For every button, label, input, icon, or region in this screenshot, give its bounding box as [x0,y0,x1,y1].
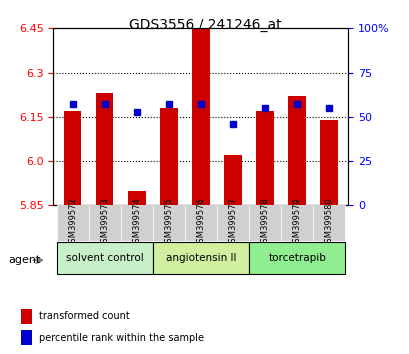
Bar [20,330,31,345]
Text: GSM399580: GSM399580 [324,198,333,249]
Text: percentile rank within the sample: percentile rank within the sample [39,332,203,343]
Bar [320,120,337,205]
Text: GSM399572: GSM399572 [68,198,77,249]
FancyBboxPatch shape [184,205,216,241]
Text: GSM399578: GSM399578 [260,198,269,249]
FancyBboxPatch shape [248,242,344,274]
Text: angiotensin II: angiotensin II [165,253,236,263]
FancyBboxPatch shape [281,205,312,241]
Text: agent: agent [8,255,40,265]
Bar [160,108,177,205]
Bar [191,27,209,205]
Text: transformed count: transformed count [39,311,129,321]
Text: torcetrapib: torcetrapib [267,253,325,263]
Text: GSM399576: GSM399576 [196,198,205,249]
Bar [256,111,273,205]
Text: solvent control: solvent control [65,253,143,263]
FancyBboxPatch shape [248,205,281,241]
Bar [224,155,241,205]
Bar [20,309,31,324]
Text: GSM399577: GSM399577 [228,198,237,249]
Text: GDS3556 / 241246_at: GDS3556 / 241246_at [128,18,281,32]
Bar [96,93,113,205]
FancyBboxPatch shape [216,205,248,241]
FancyBboxPatch shape [56,205,88,241]
Bar [288,96,305,205]
FancyBboxPatch shape [56,242,153,274]
FancyBboxPatch shape [120,205,153,241]
FancyBboxPatch shape [153,242,248,274]
Text: GSM399575: GSM399575 [164,198,173,249]
Bar [128,190,145,205]
FancyBboxPatch shape [88,205,120,241]
Text: GSM399574: GSM399574 [132,198,141,249]
FancyBboxPatch shape [312,205,344,241]
Text: GSM399573: GSM399573 [100,198,109,249]
FancyBboxPatch shape [153,205,184,241]
Bar [63,111,81,205]
Text: GSM399579: GSM399579 [292,198,301,249]
